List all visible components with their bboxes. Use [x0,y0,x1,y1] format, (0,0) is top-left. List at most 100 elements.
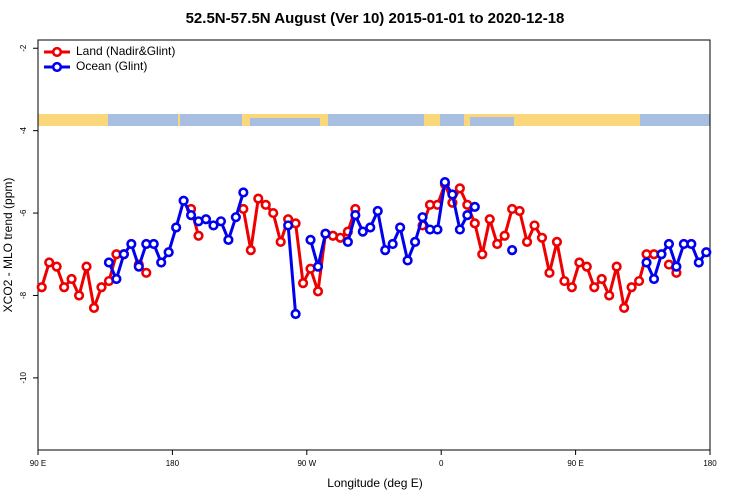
data-point [111,273,122,285]
data-point [290,308,301,320]
series-line [107,180,708,315]
data-point [521,236,533,248]
data-point [633,275,645,287]
data-point [245,245,256,256]
data-point [663,238,675,250]
data-point [275,236,286,248]
data-point [641,257,652,268]
data-point [432,224,443,235]
data-point [604,290,615,301]
data-point [581,261,592,272]
data-point [619,302,630,313]
data-point [656,249,667,260]
x-tick-label: 0 [439,459,444,468]
data-point [596,273,607,285]
data-point [454,224,465,235]
y-tick-label: -6 [19,209,28,217]
data-point [589,282,600,293]
data-point [357,226,368,237]
data-point [223,234,234,245]
data-point [103,257,115,268]
data-point [171,222,182,233]
data-point [133,261,144,272]
data-point [574,257,585,268]
x-tick-label: 180 [703,459,717,468]
data-point [178,195,189,206]
data-point [141,267,152,278]
data-point [268,207,279,219]
data-point [365,222,376,233]
data-point [312,286,324,297]
data-point [118,249,129,260]
data-point [88,302,100,313]
legend-marker [51,61,63,73]
data-point [208,220,219,231]
data-point [59,282,70,293]
data-point [492,238,503,250]
data-point [387,238,398,250]
plot-frame [37,39,711,451]
x-tick-label: 90 E [30,459,46,468]
data-point [477,249,488,260]
y-tick-label: -2 [19,44,28,52]
data-point [671,261,682,272]
data-point [439,177,451,188]
data-point [297,278,309,289]
data-point [507,245,518,256]
y-tick-label: -4 [19,127,28,135]
data-point [200,214,212,225]
data-point [514,205,525,217]
data-point [551,236,563,248]
series-line [40,182,678,310]
data-point [312,261,324,272]
y-axis-label: XCO2 - MLO trend (ppm) [1,178,15,313]
x-tick-label: 90 E [567,459,583,468]
data-point [693,257,704,268]
y-tick-label: -10 [19,372,28,384]
data-point [536,232,548,243]
data-point [417,212,428,223]
data-point [350,210,361,221]
data-point [163,247,174,258]
data-point [148,238,159,250]
data-point [305,234,316,245]
data-point [395,222,406,233]
x-tick-label: 90 W [297,459,316,468]
data-point [402,255,413,266]
data-point [544,267,555,278]
data-point [499,230,510,241]
data-point [73,290,85,301]
data-point [260,199,271,210]
data-point [238,187,249,198]
data-point [686,238,697,250]
data-point [283,220,294,231]
data-point [447,189,458,200]
data-point [701,247,712,258]
data-point [559,275,570,287]
data-point [253,193,264,204]
map-strip [38,114,710,126]
data-point [185,210,197,221]
y-tick-label: -8 [19,291,28,299]
data-point [462,210,473,221]
data-point [215,216,227,227]
legend-label: Land (Nadir&Glint) [76,44,175,58]
data-point [454,183,465,194]
chart-title: 52.5N-57.5N August (Ver 10) 2015-01-01 t… [186,10,565,27]
data-point [36,282,47,293]
data-point [648,273,660,285]
data-point [66,273,77,285]
data-point [81,261,92,272]
data-point [44,257,55,268]
legend-marker [51,46,63,58]
data-point [335,232,346,243]
legend-label: Ocean (Glint) [76,59,147,73]
data-point [611,261,622,272]
data-point [96,282,107,293]
data-point [230,212,241,223]
data-point [469,218,480,229]
data-point [566,282,577,293]
x-tick-label: 180 [166,459,180,468]
data-point [193,230,204,241]
